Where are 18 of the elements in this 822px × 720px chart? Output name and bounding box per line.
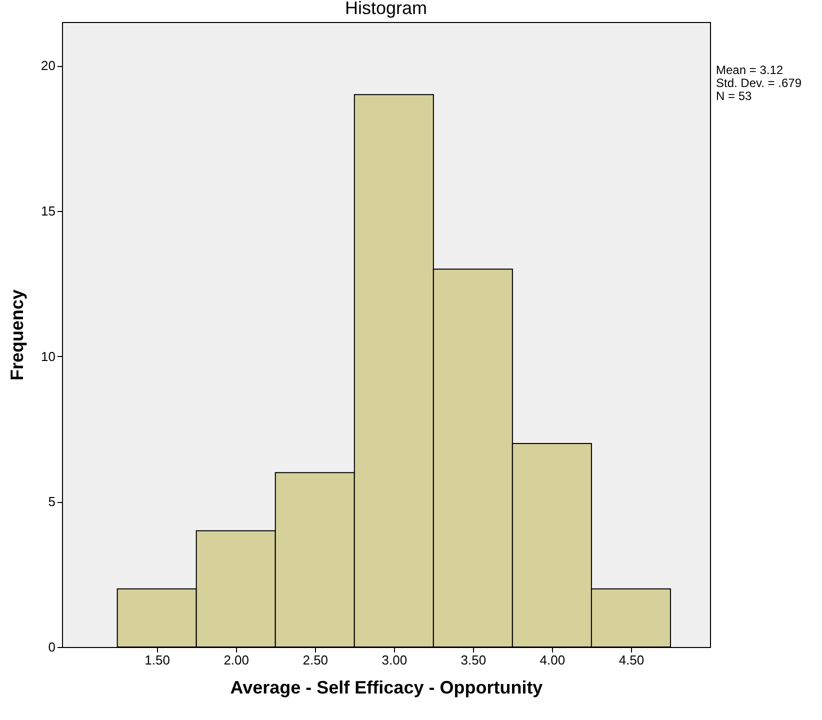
x-tick-label: 1.50 bbox=[144, 652, 170, 668]
y-axis-title: Frequency bbox=[7, 289, 28, 381]
x-tick-label: 3.00 bbox=[382, 652, 408, 668]
x-tick-label: 4.50 bbox=[618, 652, 644, 668]
text: Mean = 3.12 bbox=[716, 63, 784, 77]
y-tick-label: 5 bbox=[48, 494, 56, 510]
y-tick-label: 20 bbox=[41, 58, 56, 74]
text: Std. Dev. = .679 bbox=[716, 76, 802, 90]
x-tick-label: 4.00 bbox=[540, 652, 566, 668]
x-tick-label: 2.00 bbox=[224, 652, 250, 668]
text: N = 53 bbox=[716, 89, 753, 103]
x-axis-title: Average - Self Efficacy - Opportunity bbox=[230, 678, 543, 698]
y-tick-label: 0 bbox=[48, 640, 56, 654]
y-tick-label: 15 bbox=[41, 203, 56, 218]
chart-title: Histogram bbox=[344, 0, 428, 18]
x-tick-label: 3.50 bbox=[460, 652, 486, 668]
x-tick-label: 2.50 bbox=[302, 652, 328, 668]
y-tick-label: 10 bbox=[41, 348, 56, 364]
